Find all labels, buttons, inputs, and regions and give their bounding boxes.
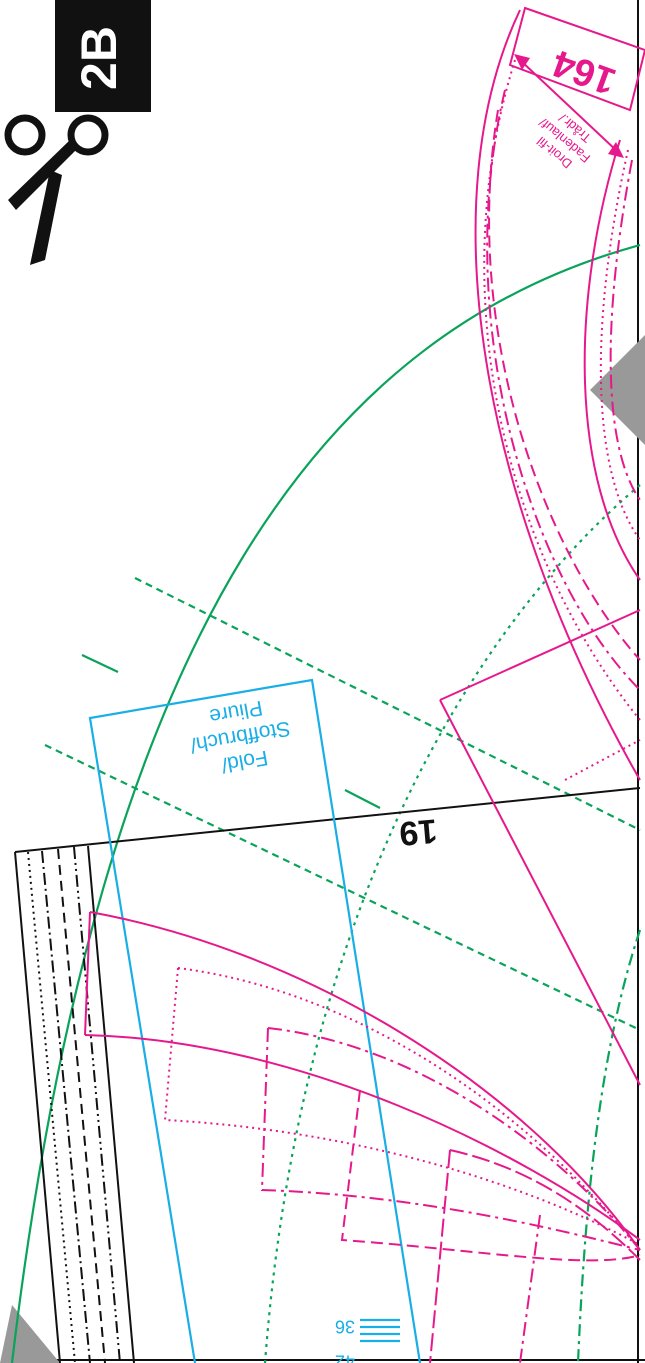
pattern-curve — [85, 1035, 640, 1240]
notch-marker — [0, 1305, 60, 1363]
fold-note: Fold/ Stoffbruch/ Pliure — [184, 692, 296, 781]
fold-outline — [90, 680, 420, 1363]
size-label: 36 — [335, 1316, 355, 1336]
tick — [82, 655, 118, 672]
pattern-curve — [601, 150, 640, 540]
pattern-curve — [611, 160, 640, 500]
sheet-label: 2B — [71, 26, 127, 90]
pattern-curve — [430, 1150, 640, 1363]
piece-line — [15, 788, 640, 852]
seam — [42, 851, 90, 1363]
tick — [345, 790, 380, 808]
body: {"label":"2B","grain":{"size":"164","lin… — [0, 0, 645, 1363]
pattern-curve — [342, 1090, 640, 1260]
grain-note: Droit-fil Fadenlauf/ Trådr./ — [526, 102, 604, 178]
size-label: 42 — [335, 1351, 355, 1363]
guide-line — [135, 578, 640, 830]
size-number: 164 — [547, 41, 621, 102]
pattern-curve — [520, 1215, 540, 1363]
pattern-curve — [262, 1028, 640, 1250]
pattern-curve — [165, 968, 640, 1250]
scissors-icon — [8, 118, 105, 265]
page: html,body{margin:0;padding:0;background:… — [0, 0, 645, 1363]
piece-number: 19 — [398, 811, 439, 852]
inner-arc — [578, 930, 640, 1363]
size-ticks — [360, 1320, 400, 1341]
notch-marker — [590, 335, 645, 445]
seam — [88, 846, 134, 1363]
pattern-sheet: 2B 164 Droi — [0, 0, 645, 1363]
pattern-curve — [90, 912, 640, 1250]
hem-arc — [12, 245, 640, 1363]
